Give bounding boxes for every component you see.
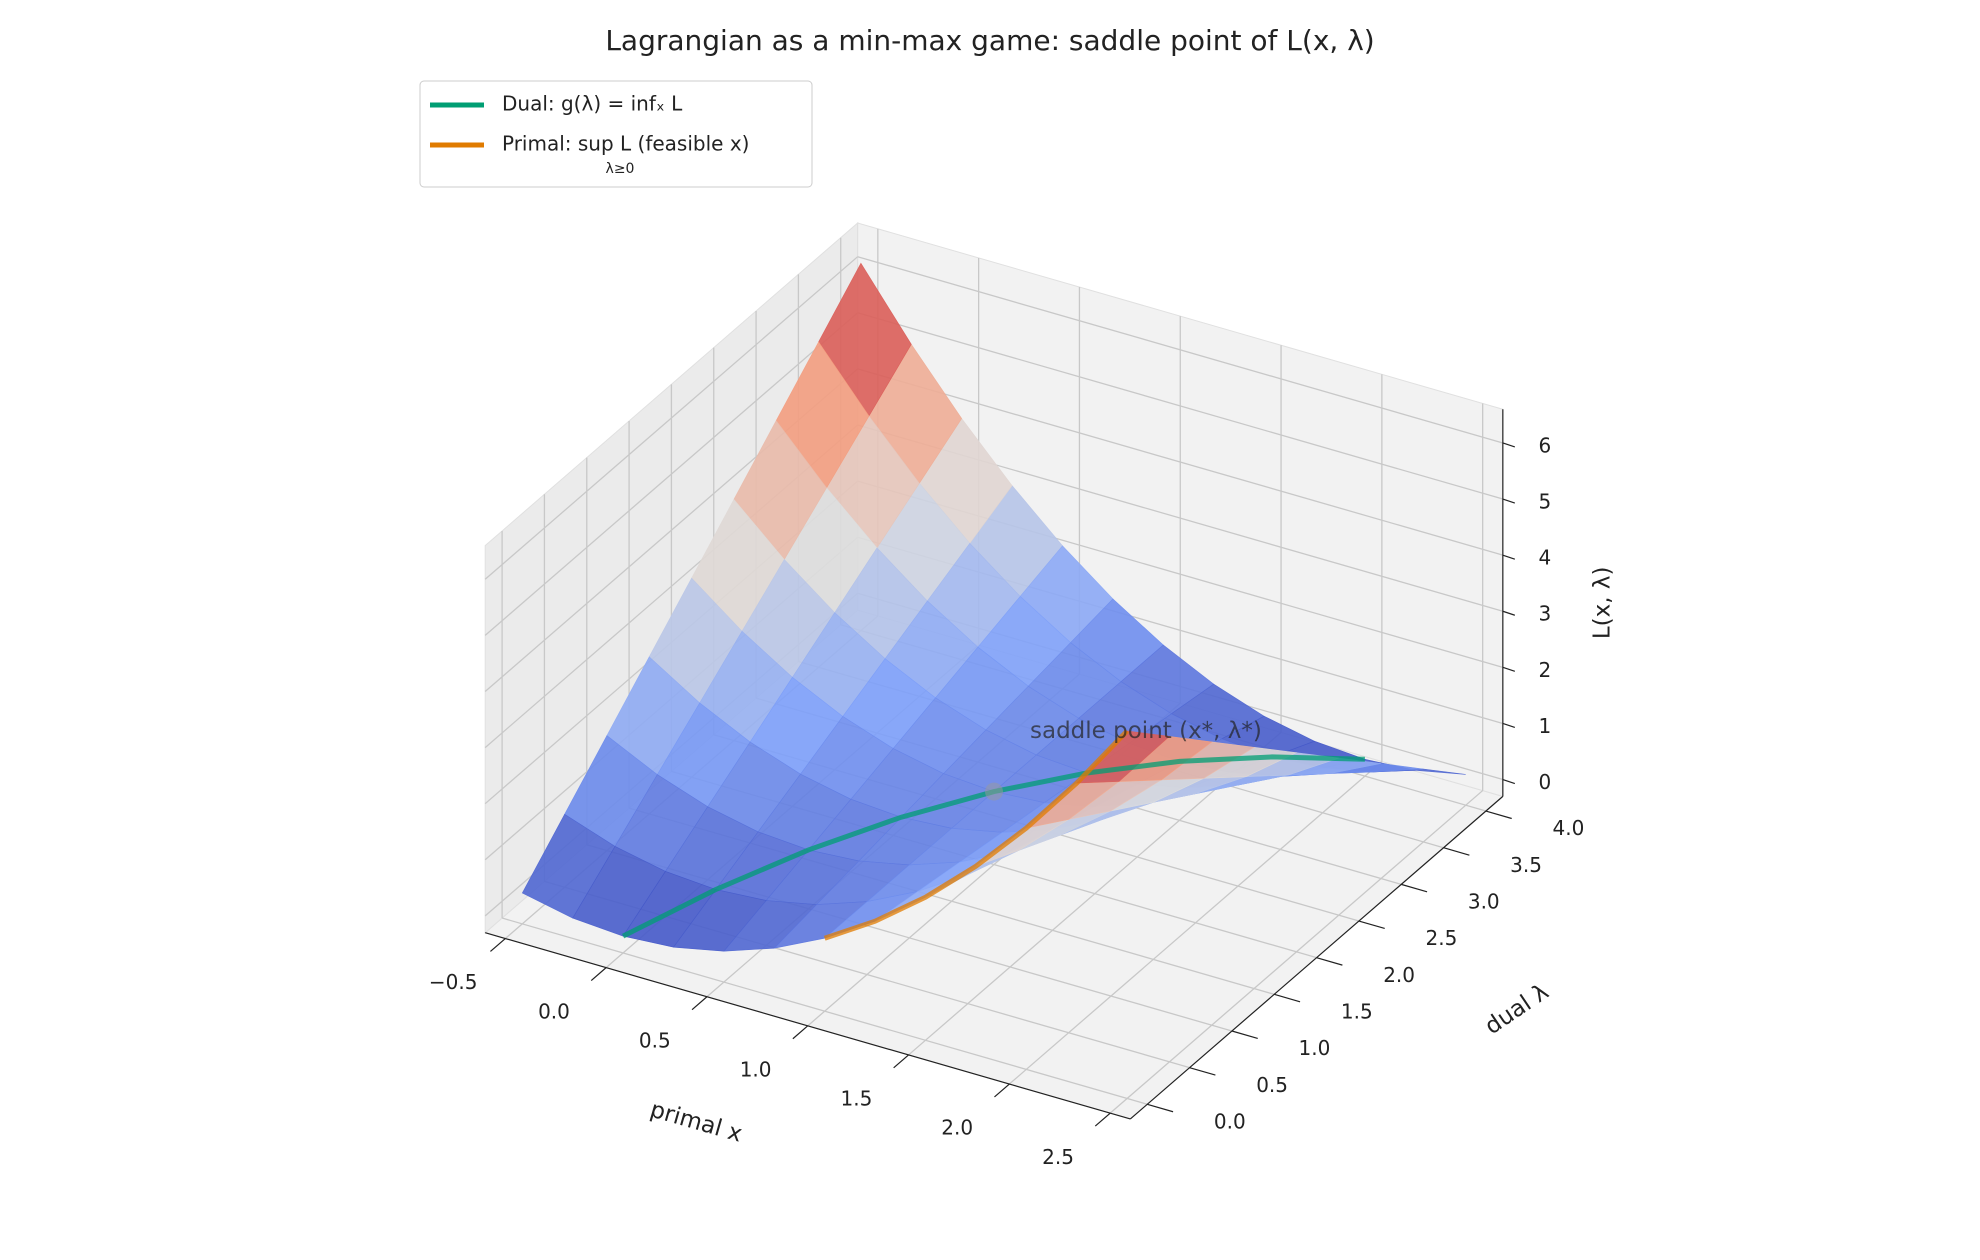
tick-mark — [1502, 498, 1516, 504]
tick-mark — [1274, 993, 1301, 1003]
tick-mark — [590, 967, 607, 981]
z-tick-label: 4 — [1538, 546, 1551, 570]
grid-line — [857, 368, 1504, 556]
z-axis-label: L(x, λ) — [1589, 567, 1615, 640]
x-tick-label: 2.5 — [1042, 1145, 1074, 1169]
tick-mark — [1502, 610, 1516, 616]
x-tick-label: −0.5 — [429, 970, 478, 994]
tick-mark — [1401, 883, 1428, 893]
chart-title: Lagrangian as a min-max game: saddle poi… — [605, 24, 1374, 57]
x-tick-label: 0.0 — [538, 999, 570, 1023]
tick-mark — [1502, 778, 1516, 785]
z-tick-label: 5 — [1538, 490, 1551, 514]
grid-line — [857, 312, 1504, 500]
tick-mark — [792, 1025, 809, 1040]
y-tick-label: 0.5 — [1256, 1073, 1288, 1097]
legend-label: Dual: g(λ) = infₓ L — [502, 92, 683, 116]
grid-line — [484, 312, 859, 636]
tick-mark — [1147, 1103, 1174, 1113]
x-tick-label: 0.5 — [639, 1028, 671, 1052]
z-tick-label: 1 — [1538, 714, 1551, 738]
tick-mark — [1358, 920, 1385, 930]
tick-mark — [1485, 810, 1512, 820]
legend-subscript: λ≥0 — [606, 161, 635, 177]
y-tick-label: 1.0 — [1299, 1036, 1331, 1060]
x-tick-label: 2.0 — [941, 1116, 973, 1140]
z-tick-label: 2 — [1538, 658, 1551, 682]
tick-mark — [1502, 442, 1516, 448]
z-tick-label: 0 — [1538, 770, 1551, 794]
x-axis-label: primal x — [647, 1097, 745, 1148]
tick-mark — [1094, 1112, 1111, 1127]
tick-mark — [1316, 957, 1343, 966]
curve — [823, 729, 1129, 941]
tick-mark — [994, 1083, 1010, 1098]
z-tick-label: 6 — [1538, 433, 1551, 457]
y-tick-label: 4.0 — [1553, 816, 1585, 840]
z-tick-label: 3 — [1538, 602, 1551, 626]
y-tick-label: 2.0 — [1383, 963, 1415, 987]
surface — [521, 262, 1466, 952]
legend: Dual: g(λ) = infₓ L Primal: sup L (feasib… — [419, 80, 813, 188]
grid-line — [484, 256, 859, 580]
y-tick-label: 1.5 — [1341, 999, 1373, 1023]
y-axis-label: dual λ — [1480, 979, 1553, 1040]
tick-mark — [1502, 554, 1516, 560]
annotation: saddle point (x*, λ*) — [1030, 718, 1262, 744]
tick-mark — [490, 938, 506, 952]
y-tick-label: 2.5 — [1426, 926, 1458, 950]
x-tick-label: 1.5 — [841, 1087, 873, 1111]
saddle-point — [985, 782, 1003, 801]
tick-mark — [1502, 666, 1516, 672]
legend-label: Primal: sup L (feasible x) — [502, 132, 749, 156]
y-tick-label: 0.0 — [1214, 1109, 1246, 1133]
grid-line — [857, 256, 1504, 444]
x-tick-label: 1.0 — [740, 1058, 772, 1082]
tick-mark — [691, 996, 708, 1011]
tick-mark — [1231, 1030, 1258, 1040]
tick-mark — [1443, 847, 1470, 856]
overlay: saddle point (x*, λ*) — [621, 718, 1365, 941]
grid-line — [501, 917, 1148, 1105]
tick-mark — [1189, 1067, 1216, 1076]
y-tick-label: 3.0 — [1468, 889, 1500, 913]
tick-mark — [1502, 722, 1516, 729]
y-tick-label: 3.5 — [1510, 853, 1542, 877]
tick-mark — [893, 1054, 909, 1069]
legend-box — [419, 80, 813, 188]
